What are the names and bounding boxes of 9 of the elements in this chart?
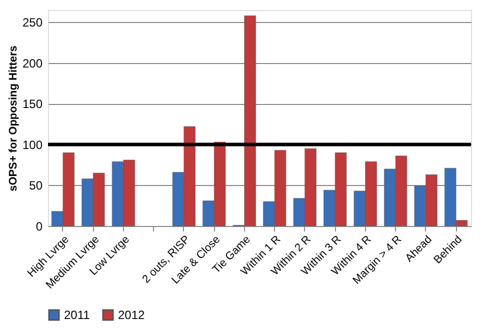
y-axis-title: sOPS+ for Opposing Hitters [7, 46, 20, 192]
y-tick-label: 50 [29, 178, 43, 193]
legend-label: 2011 [64, 308, 90, 322]
y-tick-label: 200 [22, 56, 43, 70]
legend-label: 2012 [118, 308, 146, 322]
y-tick-label: 250 [22, 16, 43, 30]
y-tick-label: 0 [36, 220, 43, 234]
y-tick-label: 100 [22, 138, 43, 152]
y-tick-label: 150 [22, 97, 43, 112]
